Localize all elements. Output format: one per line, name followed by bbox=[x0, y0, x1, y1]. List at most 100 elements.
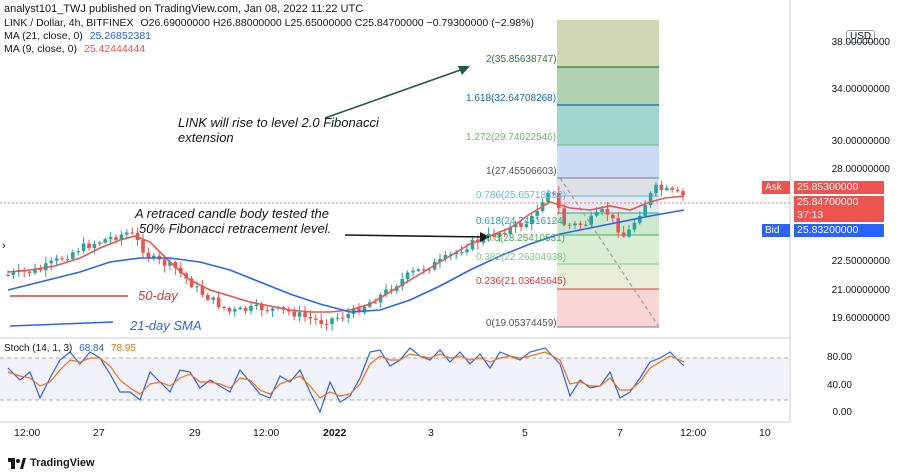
candle-body bbox=[567, 224, 572, 226]
bar-countdown: 37:13 bbox=[797, 209, 824, 221]
retrace-arrow[interactable] bbox=[344, 232, 490, 242]
price-tick: 21.00000000 bbox=[831, 285, 890, 296]
candle-body bbox=[130, 232, 134, 234]
currency-button[interactable]: USD bbox=[846, 30, 876, 43]
candle-body bbox=[443, 254, 448, 260]
publish-line: analyst101_TWJ published on TradingView.… bbox=[4, 3, 364, 15]
fib-label-1272: 1.272(29.74022546) bbox=[466, 132, 557, 143]
candle-body bbox=[206, 294, 210, 300]
candle-body bbox=[173, 262, 178, 268]
candle-body bbox=[405, 272, 410, 280]
fib-label-0618: 0.618(24.24516124) bbox=[476, 216, 567, 227]
stoch-d-line bbox=[7, 351, 685, 399]
stoch-tick: 40.00 bbox=[826, 380, 852, 391]
candle-body bbox=[195, 286, 199, 288]
candlestick-series[interactable] bbox=[6, 180, 685, 331]
stoch-pane[interactable] bbox=[0, 347, 790, 414]
fib-zone-1272 bbox=[557, 105, 659, 145]
ma21-legend[interactable]: MA (21, close, 0) 25.26852381 bbox=[4, 30, 155, 42]
ma9-legend[interactable]: MA (9, close, 0) 25.42444444 bbox=[4, 43, 149, 55]
ma50-annotation-label: 50-day bbox=[138, 288, 178, 303]
candle-body bbox=[341, 317, 345, 319]
retrace-annotation: A retraced candle body tested the 50% Fi… bbox=[135, 206, 331, 236]
candle-body bbox=[632, 222, 637, 230]
candle-body bbox=[189, 278, 194, 288]
time-tick: 5 bbox=[522, 427, 528, 439]
candle-body bbox=[346, 314, 350, 318]
candle-body bbox=[627, 229, 631, 237]
fib-label-1618: 1.618(32.64708268) bbox=[466, 93, 557, 104]
candle-body bbox=[146, 252, 151, 258]
candle-body bbox=[438, 259, 442, 262]
candle-body bbox=[503, 232, 507, 235]
candle-body bbox=[211, 297, 215, 300]
stoch-band bbox=[0, 358, 790, 400]
time-tick: 12:00 bbox=[680, 427, 707, 439]
price-tick: 30.00000000 bbox=[831, 136, 890, 147]
candle-body bbox=[249, 306, 253, 311]
candle-body bbox=[324, 323, 329, 325]
fib-zone-2 bbox=[557, 20, 659, 67]
candle-body bbox=[605, 208, 610, 215]
price-tick: 19.60000000 bbox=[831, 313, 890, 324]
fibonacci-tool[interactable] bbox=[557, 20, 660, 328]
candle-body bbox=[465, 249, 469, 253]
candle-body bbox=[314, 318, 318, 320]
candle-body bbox=[11, 272, 16, 275]
fib-zone-1618 bbox=[557, 67, 659, 105]
bid-value: 25.83200000 bbox=[797, 224, 859, 236]
rise-arrow[interactable] bbox=[324, 66, 470, 119]
candle-body bbox=[600, 208, 604, 212]
candle-body bbox=[54, 258, 59, 261]
ma21-legend-value: 25.26852381 bbox=[89, 30, 152, 42]
candle-body bbox=[535, 211, 539, 216]
ask-price-tag[interactable]: Ask 25.85300000 bbox=[762, 181, 884, 194]
fib-label-2: 2(35.85638747) bbox=[486, 54, 557, 65]
candle-body bbox=[643, 205, 647, 216]
stoch-tick: 0.00 bbox=[832, 407, 852, 418]
candle-body bbox=[71, 252, 75, 259]
ma9-legend-label: MA (9, close, 0) bbox=[4, 43, 77, 55]
symbol-legend: LINK / Dollar, 4h, BITFINEX O26.69000000… bbox=[4, 17, 538, 29]
candle-body bbox=[103, 239, 107, 243]
ask-value: 25.85300000 bbox=[797, 181, 859, 193]
candle-body bbox=[659, 184, 664, 190]
candle-body bbox=[557, 193, 561, 209]
symbol-name[interactable]: LINK / Dollar, 4h, BITFINEX bbox=[4, 17, 134, 29]
candle-body bbox=[665, 187, 669, 190]
fib-label-0236: 0.236(21.03645645) bbox=[476, 276, 567, 287]
candle-body bbox=[98, 242, 102, 245]
last-price-tag[interactable]: 25.84700000 37:13 bbox=[794, 196, 884, 222]
rise-annotation-line2: extension bbox=[178, 130, 234, 145]
candle-body bbox=[589, 215, 593, 225]
fib-label-0: 0(19.05374459) bbox=[486, 318, 557, 329]
candle-body bbox=[508, 227, 512, 235]
candle-body bbox=[87, 243, 91, 249]
candle-body bbox=[265, 310, 269, 312]
candle-body bbox=[270, 308, 275, 311]
fib-label-05: 0.5(23.25410531) bbox=[486, 233, 565, 244]
candle-body bbox=[675, 189, 680, 192]
candle-body bbox=[654, 184, 658, 194]
bid-price-tag[interactable]: Bid 25.83200000 bbox=[762, 224, 884, 237]
candle-body bbox=[378, 294, 383, 303]
candle-body bbox=[233, 309, 237, 312]
candle-body bbox=[611, 214, 615, 219]
tradingview-footer[interactable]: TradingView bbox=[8, 457, 95, 469]
candle-body bbox=[524, 224, 529, 227]
ma21-line bbox=[7, 209, 685, 313]
candle-body bbox=[65, 258, 70, 260]
candle-body bbox=[335, 317, 340, 319]
candle-body bbox=[319, 319, 323, 324]
candle-body bbox=[573, 223, 577, 226]
candle-body bbox=[562, 208, 566, 225]
candle-body bbox=[6, 274, 10, 276]
candle-body bbox=[416, 269, 421, 271]
rise-annotation: LINK will rise to level 2.0 Fibonacci ex… bbox=[178, 115, 379, 145]
candle-body bbox=[422, 269, 426, 271]
time-tick: 2022 bbox=[323, 427, 347, 439]
stoch-legend[interactable]: Stoch (14, 1, 3) 68.84 78.95 bbox=[4, 343, 140, 354]
candle-body bbox=[357, 308, 361, 313]
fib-zone-0236 bbox=[557, 264, 659, 289]
